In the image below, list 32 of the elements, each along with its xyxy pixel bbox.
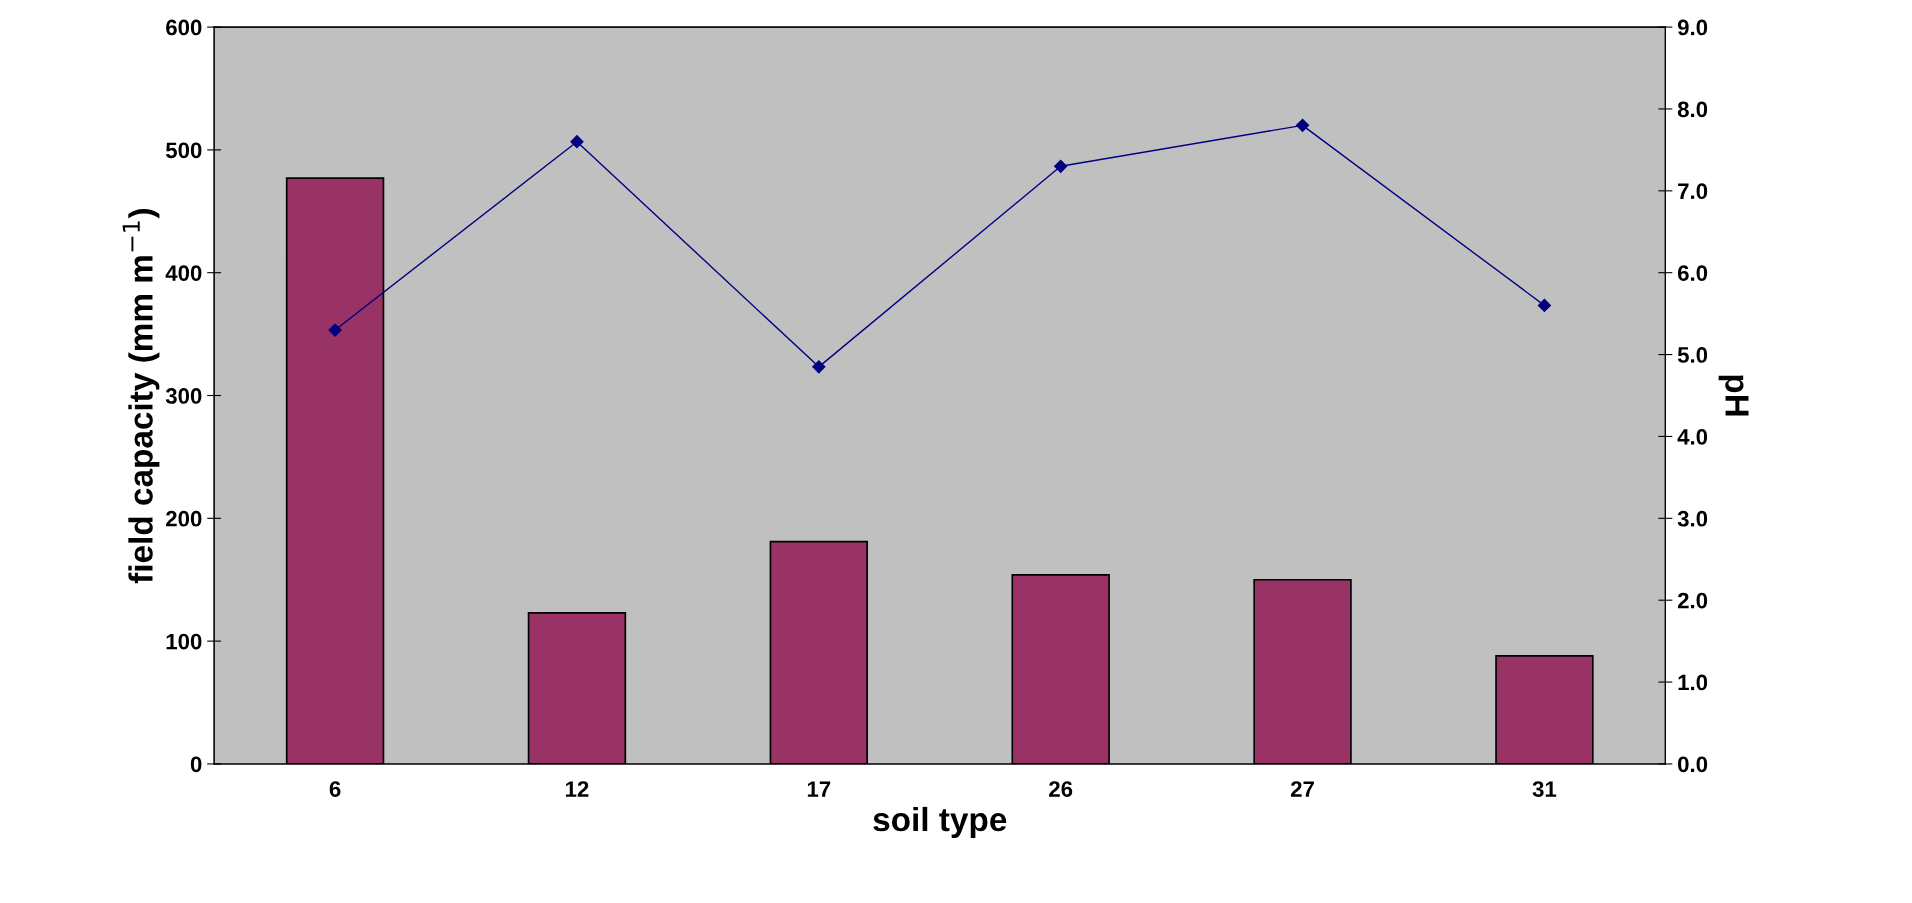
y-axis-title: field capacity (mm m$^{−1}$)	[122, 209, 160, 584]
y2-tick-label: 2.0	[1677, 592, 1708, 609]
y-tick-label: 100	[166, 633, 202, 650]
x-tick-label: 26	[1049, 781, 1073, 797]
x-axis-title: soil type	[873, 806, 1007, 838]
y-tick-label: 600	[166, 19, 202, 36]
point	[1295, 118, 1310, 132]
x-tick-label: 17	[807, 781, 831, 797]
y2-tick-label: 3.0	[1677, 510, 1708, 527]
y2-tick-label: 9.0	[1677, 19, 1708, 36]
y2-tick-label: 6.0	[1677, 265, 1708, 281]
y2-tick-label: 4.0	[1677, 428, 1708, 445]
y-tick-label: 300	[165, 388, 202, 404]
y-tick-label: 500	[165, 142, 202, 159]
y2-tick-label: 1.0	[1678, 674, 1708, 691]
y2-axis-title: pH	[1718, 375, 1749, 416]
y-tick-label: 200	[166, 510, 202, 527]
x-tick-label: 27	[1290, 781, 1314, 797]
point	[812, 360, 826, 374]
point	[328, 323, 342, 337]
x-tick-label: 12	[565, 781, 589, 797]
point	[570, 135, 584, 149]
y-tick-label: 400	[165, 265, 202, 281]
y2-tick-label: 0.0	[1678, 756, 1708, 773]
y2-tick-label: 8.0	[1677, 101, 1708, 118]
x-tick-label: 6	[329, 781, 341, 797]
y-tick-label: 0	[190, 756, 202, 773]
point	[1537, 298, 1552, 313]
y2-tick-label: 7.0	[1678, 183, 1708, 200]
y2-tick-label: 5.0	[1677, 347, 1708, 363]
point	[1054, 159, 1068, 173]
x-tick-label: 31	[1532, 781, 1557, 797]
